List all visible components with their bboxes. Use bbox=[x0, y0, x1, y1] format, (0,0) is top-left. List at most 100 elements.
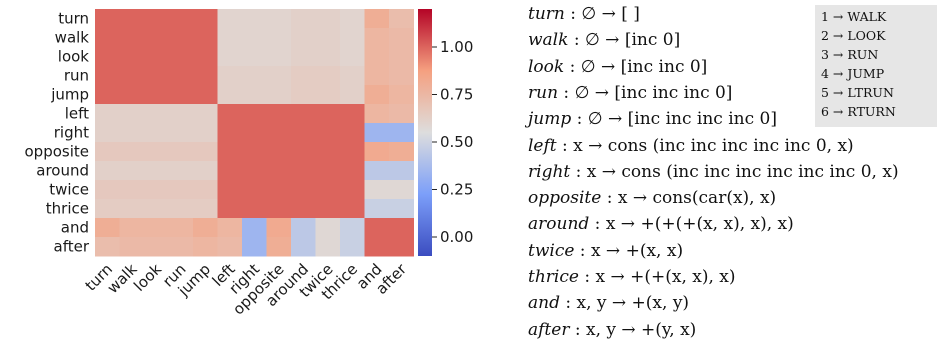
heatmap-cell bbox=[364, 218, 390, 238]
heatmap-cell bbox=[193, 161, 218, 181]
heatmap-cell bbox=[242, 237, 267, 257]
heatmap-cell bbox=[95, 9, 120, 29]
heatmap-cell bbox=[193, 85, 218, 105]
heatmap-cell bbox=[217, 104, 243, 124]
heatmap-cell bbox=[389, 47, 414, 67]
definition-line: opposite : x → cons(car(x), x) bbox=[528, 188, 776, 208]
heatmap-cell bbox=[340, 199, 365, 219]
row-label: left bbox=[65, 105, 89, 123]
definition-line: around : x → +(+(+(x, x), x), x) bbox=[528, 214, 794, 234]
heatmap-cell bbox=[168, 142, 194, 162]
heatmap-cell bbox=[315, 161, 341, 181]
definition-name: and bbox=[528, 293, 560, 314]
row-label: look bbox=[58, 48, 90, 66]
heatmap-cell bbox=[389, 123, 414, 143]
heatmap-cell bbox=[217, 85, 243, 105]
heatmap-cell bbox=[291, 9, 316, 29]
heatmap-cell bbox=[291, 66, 316, 86]
heatmap-cell bbox=[144, 47, 169, 67]
definition-name: opposite bbox=[528, 188, 602, 209]
heatmap-cell bbox=[340, 104, 365, 124]
heatmap-cell bbox=[168, 104, 194, 124]
heatmap-cell bbox=[144, 142, 169, 162]
heatmap-cell bbox=[364, 237, 390, 257]
heatmap-cell bbox=[340, 85, 365, 105]
definition-name: jump bbox=[528, 109, 572, 130]
heatmap-cell bbox=[144, 218, 169, 238]
heatmap-cell bbox=[217, 66, 243, 86]
definition-line: twice : x → +(x, x) bbox=[528, 241, 683, 261]
heatmap-cell bbox=[193, 104, 218, 124]
heatmap-cell bbox=[315, 66, 341, 86]
heatmap-cell bbox=[291, 142, 316, 162]
heatmap-cell bbox=[389, 199, 414, 219]
heatmap-cell bbox=[266, 104, 292, 124]
definition-signature: : x → cons (inc inc inc inc inc 0, x) bbox=[556, 135, 854, 156]
row-labels: turnwalklookrunjumpleftrightoppositearou… bbox=[25, 10, 90, 256]
heatmap-cell bbox=[119, 218, 145, 238]
definition-signature: : ∅ → [inc inc inc 0] bbox=[558, 82, 733, 103]
heatmap-cell bbox=[242, 28, 267, 48]
heatmap-cell bbox=[315, 9, 341, 29]
heatmap-cell bbox=[95, 199, 120, 219]
row-label: and bbox=[61, 219, 89, 237]
definition-line: and : x, y → +(x, y) bbox=[528, 293, 689, 313]
definitions-panel: turn : ∅ → [ ] walk : ∅ → [inc 0] look : ∅… bbox=[528, 4, 938, 354]
heatmap-cell bbox=[144, 66, 169, 86]
heatmap-cell bbox=[364, 180, 390, 200]
row-label: run bbox=[64, 67, 89, 85]
heatmap-cells bbox=[95, 9, 414, 257]
definition-signature: : ∅ → [inc 0] bbox=[568, 30, 681, 51]
definition-line: right : x → cons (inc inc inc inc inc in… bbox=[528, 162, 899, 182]
heatmap-cell bbox=[266, 142, 292, 162]
heatmap-cell bbox=[217, 161, 243, 181]
heatmap-cell bbox=[144, 237, 169, 257]
heatmap-cell bbox=[389, 9, 414, 29]
definition-name: look bbox=[528, 56, 565, 77]
definition-signature: : ∅ → [inc inc 0] bbox=[564, 56, 708, 77]
legend-item: 3 → RUN bbox=[821, 47, 879, 62]
definition-line: thrice : x → +(+(x, x), x) bbox=[528, 267, 736, 287]
heatmap-cell bbox=[364, 47, 390, 67]
heatmap-cell bbox=[193, 9, 218, 29]
heatmap-cell bbox=[168, 85, 194, 105]
heatmap-cell bbox=[315, 47, 341, 67]
definition-signature: : x → cons (inc inc inc inc inc inc 0, x… bbox=[570, 161, 899, 182]
heatmap-cell bbox=[266, 66, 292, 86]
definition-signature: : x → +(x, x) bbox=[574, 240, 684, 261]
heatmap-cell bbox=[119, 28, 145, 48]
heatmap-cell bbox=[291, 161, 316, 181]
heatmap-cell bbox=[389, 85, 414, 105]
row-label: twice bbox=[49, 181, 89, 199]
heatmap-cell bbox=[168, 180, 194, 200]
definition-signature: : x → +(+(+(x, x), x), x) bbox=[589, 214, 794, 235]
colorbar-tick-label: 0.00 bbox=[440, 228, 473, 246]
heatmap-cell bbox=[266, 47, 292, 67]
heatmap-cell bbox=[364, 161, 390, 181]
heatmap-cell bbox=[119, 66, 145, 86]
definition-name: after bbox=[528, 319, 570, 340]
heatmap-cell bbox=[144, 180, 169, 200]
heatmap-cell bbox=[168, 123, 194, 143]
heatmap-figure: turnwalklookrunjumpleftrightoppositearou… bbox=[25, 9, 473, 318]
heatmap-cell bbox=[119, 9, 145, 29]
legend-item: 2 → LOOK bbox=[821, 28, 886, 43]
heatmap-cell bbox=[217, 28, 243, 48]
heatmap-cell bbox=[340, 123, 365, 143]
heatmap-cell bbox=[119, 104, 145, 124]
heatmap-cell bbox=[389, 142, 414, 162]
definition-signature: : x, y → +(x, y) bbox=[559, 293, 690, 314]
heatmap-cell bbox=[315, 104, 341, 124]
heatmap-cell bbox=[242, 123, 267, 143]
definition-signature: : x → cons(car(x), x) bbox=[601, 188, 777, 209]
heatmap-cell bbox=[389, 218, 414, 238]
colorbar-tick-label: 0.25 bbox=[440, 181, 473, 199]
heatmap-cell bbox=[291, 218, 316, 238]
row-label: right bbox=[54, 124, 89, 142]
row-label: opposite bbox=[25, 143, 90, 161]
heatmap-cell bbox=[389, 161, 414, 181]
heatmap-cell bbox=[168, 161, 194, 181]
definition-name: turn bbox=[528, 4, 565, 24]
definition-name: run bbox=[528, 82, 559, 103]
heatmap-cell bbox=[144, 9, 169, 29]
